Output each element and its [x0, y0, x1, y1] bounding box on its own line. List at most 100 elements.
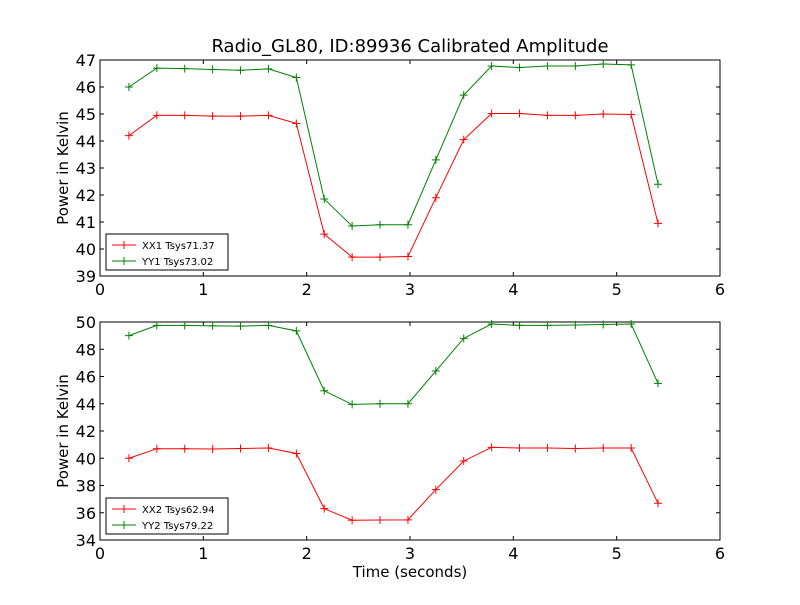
y-axis-label: Power in Kelvin: [54, 111, 72, 225]
data-point: [403, 252, 412, 261]
data-point: [320, 386, 329, 395]
data-point: [515, 321, 524, 330]
x-axis-label: Time (seconds): [352, 563, 468, 581]
data-point: [348, 400, 357, 409]
data-point: [180, 444, 189, 453]
x-tick-label: 0: [95, 544, 105, 563]
data-point: [515, 63, 524, 72]
data-point: [543, 111, 552, 120]
legend-box: [105, 497, 229, 535]
x-tick-label: 5: [612, 280, 622, 299]
y-tick-label: 38: [76, 477, 96, 496]
series-line-2: [128, 63, 659, 227]
data-point: [599, 60, 608, 69]
y-tick-label: 41: [76, 213, 96, 232]
data-point: [348, 516, 357, 525]
y-axis-label: Power in Kelvin: [54, 374, 72, 488]
data-point: [515, 444, 524, 453]
data-point: [459, 456, 468, 465]
data-point: [543, 61, 552, 70]
data-point: [515, 109, 524, 118]
data-point: [236, 322, 245, 331]
y-tick-label: 47: [76, 51, 96, 70]
data-point: [376, 515, 385, 524]
data-point: [236, 112, 245, 121]
data-point: [264, 321, 273, 330]
y-tick-label: 46: [76, 368, 96, 387]
data-point: [627, 320, 636, 329]
data-point: [124, 454, 133, 463]
y-tick-label: 44: [76, 395, 96, 414]
y-tick-label: 36: [76, 504, 96, 523]
data-point: [403, 515, 412, 524]
data-point: [487, 443, 496, 452]
y-tick-label: 44: [76, 132, 96, 151]
y-tick-label: 45: [76, 105, 96, 124]
data-point: [152, 444, 161, 453]
legend-swatch-marker: [120, 257, 128, 265]
y-tick-label: 42: [76, 422, 96, 441]
data-point: [180, 321, 189, 330]
data-point: [431, 193, 440, 202]
data-point: [654, 219, 662, 228]
data-point: [152, 321, 161, 330]
data-point: [654, 180, 662, 189]
data-point: [459, 135, 468, 144]
series-line-1: [128, 112, 659, 258]
legend-swatch-marker: [120, 505, 128, 513]
data-point: [208, 65, 217, 74]
data-point: [403, 220, 412, 229]
data-point: [599, 444, 608, 453]
x-tick-label: 3: [405, 280, 415, 299]
x-tick-label: 4: [508, 544, 518, 563]
data-point: [348, 222, 357, 231]
x-tick-label: 6: [715, 544, 725, 563]
data-point: [152, 111, 161, 120]
series-line-2: [128, 323, 659, 405]
y-tick-label: 40: [76, 449, 96, 468]
data-point: [571, 444, 580, 453]
x-tick-label: 3: [405, 544, 415, 563]
data-point: [236, 66, 245, 75]
data-point: [292, 119, 301, 128]
data-point: [654, 379, 662, 388]
data-point: [376, 399, 385, 408]
data-point: [208, 112, 217, 121]
y-tick-label: 43: [76, 159, 96, 178]
data-point: [431, 485, 440, 494]
x-tick-label: 2: [302, 280, 312, 299]
data-point: [487, 109, 496, 118]
chart-title: Radio_GL80, ID:89936 Calibrated Amplitud…: [211, 36, 608, 57]
data-point: [348, 253, 357, 262]
y-tick-label: 48: [76, 340, 96, 359]
data-point: [264, 64, 273, 73]
data-point: [124, 131, 133, 140]
data-point: [320, 504, 329, 513]
x-tick-label: 4: [508, 280, 518, 299]
x-tick-label: 5: [612, 544, 622, 563]
x-tick-label: 1: [198, 544, 208, 563]
legend-label: YY1 Tsys73.02: [141, 257, 213, 268]
data-point: [459, 91, 468, 100]
legend-box: [105, 233, 229, 271]
data-point: [264, 444, 273, 453]
data-point: [599, 320, 608, 329]
data-point: [403, 399, 412, 408]
data-point: [208, 444, 217, 453]
data-point: [320, 195, 329, 204]
data-point: [292, 449, 301, 458]
data-point: [571, 320, 580, 329]
x-tick-label: 0: [95, 280, 105, 299]
x-tick-label: 1: [198, 280, 208, 299]
data-point: [208, 321, 217, 330]
data-point: [459, 334, 468, 343]
data-point: [543, 321, 552, 330]
data-point: [180, 111, 189, 120]
legend-swatch-marker: [120, 241, 128, 249]
y-tick-label: 40: [76, 240, 96, 259]
data-point: [124, 83, 133, 91]
data-point: [543, 444, 552, 453]
data-point: [376, 253, 385, 262]
y-tick-label: 46: [76, 78, 96, 97]
